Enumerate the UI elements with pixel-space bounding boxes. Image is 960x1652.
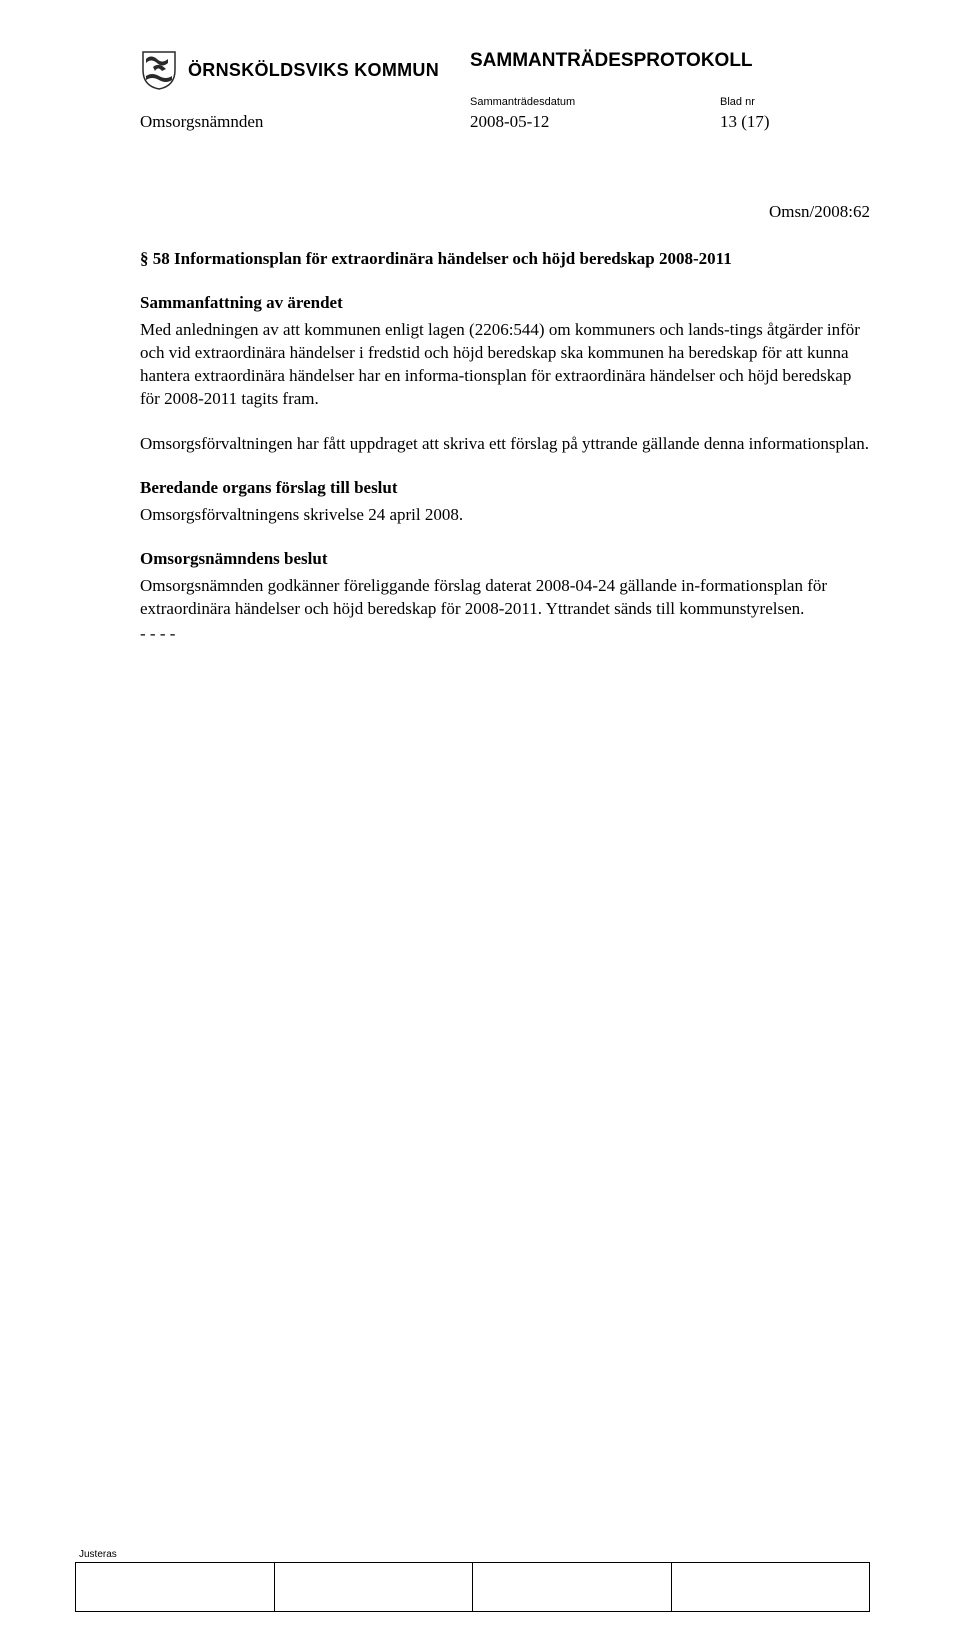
signature-box-4 (672, 1563, 871, 1611)
doc-title: SAMMANTRÄDESPROTOKOLL (470, 50, 753, 72)
doc-title-block: SAMMANTRÄDESPROTOKOLL (470, 50, 753, 72)
section-title-text: Informationsplan för extraordinära hände… (174, 249, 732, 268)
kommun-name: ÖRNSKÖLDSVIKS KOMMUN (188, 60, 439, 81)
subheader-row: Sammanträdesdatum Blad nr (470, 96, 870, 108)
footer: Justeras (75, 1549, 870, 1612)
summary-paragraph-1: Med anledningen av att kommunen enligt l… (140, 319, 870, 411)
page-number: 13 (17) (720, 112, 770, 132)
section-number: § 58 (140, 249, 170, 268)
summary-heading: Sammanfattning av ärendet (140, 293, 870, 313)
committee-name: Omsorgsnämnden (140, 112, 470, 132)
footer-label: Justeras (75, 1549, 870, 1560)
preparing-body-text: Omsorgsförvaltningens skrivelse 24 april… (140, 504, 870, 527)
signature-boxes (75, 1562, 870, 1612)
signature-box-2 (275, 1563, 474, 1611)
municipal-crest-icon (140, 50, 178, 90)
signature-box-3 (473, 1563, 672, 1611)
page-column-label: Blad nr (720, 96, 755, 108)
summary-paragraph-2: Omsorgsförvaltningen har fått uppdraget … (140, 433, 870, 456)
date-column-label: Sammanträdesdatum (470, 96, 720, 108)
separator-dashes: - - - - (140, 624, 870, 644)
section-heading: § 58 Informationsplan för extraordinära … (140, 248, 870, 271)
logo-block: ÖRNSKÖLDSVIKS KOMMUN (140, 50, 470, 90)
preparing-body-heading: Beredande organs förslag till beslut (140, 478, 870, 498)
decision-heading: Omsorgsnämndens beslut (140, 549, 870, 569)
document-page: ÖRNSKÖLDSVIKS KOMMUN SAMMANTRÄDESPROTOKO… (0, 0, 960, 1652)
header-row: ÖRNSKÖLDSVIKS KOMMUN SAMMANTRÄDESPROTOKO… (140, 50, 870, 90)
signature-box-1 (75, 1563, 275, 1611)
case-id: Omsn/2008:62 (140, 202, 870, 222)
meta-row: Omsorgsnämnden 2008-05-12 13 (17) (140, 112, 870, 132)
meeting-date: 2008-05-12 (470, 112, 720, 132)
decision-text: Omsorgsnämnden godkänner föreliggande fö… (140, 575, 870, 621)
